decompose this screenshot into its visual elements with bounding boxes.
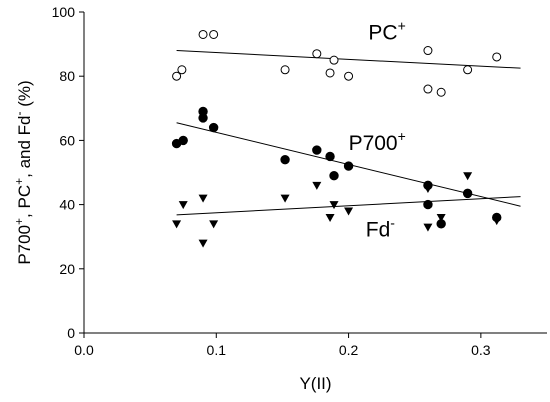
series-label-fd: Fd- — [366, 215, 396, 242]
data-point-fd — [463, 172, 473, 181]
y-axis-title: P700+, PC+, and Fd- (%) — [12, 80, 34, 264]
data-point-fd — [344, 207, 354, 216]
data-point-pc — [463, 65, 473, 75]
data-point-pc — [325, 68, 335, 78]
data-point-pc — [423, 46, 433, 56]
data-point-p700 — [462, 188, 473, 199]
data-point-fd — [280, 194, 290, 203]
x-tick-label: 0.3 — [471, 342, 491, 358]
data-point-fd — [325, 213, 335, 222]
trend-line-fd — [176, 196, 521, 216]
data-point-p700 — [208, 122, 219, 133]
data-point-p700 — [178, 135, 188, 146]
data-point-fd — [423, 223, 433, 232]
data-point-pc — [436, 87, 446, 97]
data-point-fd — [329, 201, 339, 210]
y-tick-label: 40 — [59, 197, 75, 213]
data-point-p700 — [312, 145, 322, 155]
data-point-pc — [177, 65, 187, 75]
data-point-fd — [492, 217, 502, 226]
data-point-fd — [209, 220, 219, 229]
series-label-p700: P700+ — [349, 128, 406, 155]
data-point-fd — [312, 181, 322, 190]
x-axis-title: Y(II) — [299, 374, 331, 393]
trend-line-pc — [176, 50, 521, 69]
data-point-fd — [436, 213, 446, 222]
data-point-pc — [280, 65, 290, 75]
data-point-fd — [423, 185, 433, 194]
data-point-p700 — [343, 161, 354, 171]
data-point-fd — [198, 239, 208, 248]
data-point-p700 — [423, 199, 433, 210]
data-point-pc — [329, 55, 339, 65]
data-point-fd — [198, 194, 208, 203]
data-point-pc — [172, 71, 182, 81]
data-point-pc — [344, 71, 354, 81]
data-point-p700 — [198, 113, 208, 123]
data-point-fd — [172, 220, 182, 229]
plot-area: 0 20 40 60 80 100 0.0 0.1 0.2 0.3 Y(II) P700+, PC+,… — [12, 4, 547, 393]
y-tick-label: 60 — [59, 132, 75, 148]
data-point-p700 — [325, 151, 335, 162]
y-tick-label: 0 — [67, 325, 75, 341]
x-tick-label: 0.2 — [339, 342, 359, 358]
data-point-pc — [209, 29, 219, 39]
series-label-pc: PC+ — [368, 17, 405, 44]
data-point-pc — [492, 52, 502, 62]
data-point-pc — [423, 84, 433, 94]
x-tick-label: 0.0 — [74, 342, 94, 358]
y-tick-label: 80 — [59, 68, 75, 84]
x-tick-label: 0.1 — [207, 342, 227, 358]
data-point-pc — [312, 49, 322, 59]
data-point-fd — [178, 201, 188, 210]
data-point-p700 — [329, 171, 339, 181]
data-point-p700 — [280, 154, 290, 165]
y-tick-label: 100 — [52, 4, 76, 20]
data-point-pc — [198, 29, 208, 39]
y-tick-label: 20 — [59, 261, 75, 277]
